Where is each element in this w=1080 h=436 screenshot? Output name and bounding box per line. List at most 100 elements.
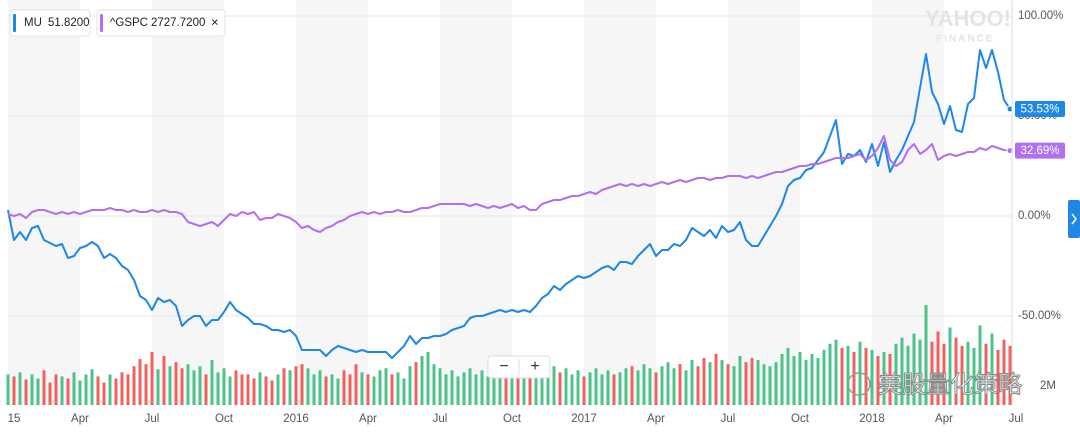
- volume-bar: [150, 351, 154, 405]
- x-tick-label: Apr: [71, 413, 89, 425]
- volume-bar: [798, 351, 802, 405]
- legend-swatch: [100, 14, 103, 32]
- volume-bar: [216, 372, 220, 405]
- volume-bar: [666, 362, 670, 405]
- band: [584, 0, 656, 405]
- volume-bar: [444, 374, 448, 405]
- volume-bar: [342, 370, 346, 405]
- brand-watermark-sub: FINANCE: [936, 34, 994, 45]
- volume-bar: [114, 378, 118, 405]
- volume-bar: [306, 368, 310, 405]
- volume-bar: [834, 339, 838, 405]
- volume-bar: [984, 343, 988, 405]
- volume-bar: [234, 370, 238, 405]
- volume-bar: [570, 374, 574, 405]
- volume-bar: [654, 372, 658, 405]
- volume-bar: [846, 345, 850, 405]
- x-tick-label: 2017: [571, 413, 597, 425]
- volume-bar: [270, 380, 274, 405]
- volume-bar: [288, 370, 292, 405]
- y-tick-label: 100.00%: [1018, 10, 1063, 22]
- volume-bar: [624, 368, 628, 405]
- volume-bar: [696, 366, 700, 405]
- legend-swatch: [13, 14, 16, 32]
- volume-bar: [192, 370, 196, 405]
- volume-bar: [960, 345, 964, 405]
- end-label: 53.53%: [1020, 103, 1059, 115]
- volume-bar: [210, 360, 214, 405]
- volume-bar: [870, 349, 874, 405]
- band: [14, 0, 80, 405]
- volume-bar: [66, 378, 70, 405]
- volume-bar: [144, 364, 148, 405]
- volume-bar: [708, 362, 712, 405]
- volume-bar: [438, 368, 442, 405]
- volume-bars: [6, 305, 1012, 405]
- volume-bar: [204, 374, 208, 405]
- volume-bar: [930, 341, 934, 405]
- volume-bar: [156, 369, 160, 405]
- volume-bar: [396, 372, 400, 405]
- x-tick-label: Apr: [647, 413, 665, 425]
- volume-bar: [474, 374, 478, 405]
- axes: 100.00%50.00%0.00%-50.00%15AprJulOct2016…: [8, 0, 1065, 425]
- volume-bar: [228, 376, 232, 405]
- x-tick-label: 2018: [859, 413, 885, 425]
- volume-bar: [372, 376, 376, 405]
- volume-bar: [198, 366, 202, 405]
- volume-bar: [84, 374, 88, 405]
- volume-bar: [510, 370, 514, 405]
- volume-bar: [648, 368, 652, 405]
- volume-bar: [348, 374, 352, 405]
- volume-bar: [456, 376, 460, 405]
- y-tick-label: 0.00%: [1018, 210, 1051, 222]
- x-tick-label: Oct: [503, 413, 522, 425]
- volume-bar: [672, 368, 676, 405]
- volume-bar: [180, 368, 184, 405]
- legend-name: ^GSPC: [110, 17, 148, 29]
- volume-bar: [18, 372, 22, 405]
- volume-bar: [132, 366, 136, 405]
- volume-bar: [330, 374, 334, 405]
- volume-bar: [222, 368, 226, 405]
- expand-tab[interactable]: [1068, 200, 1080, 238]
- volume-bar: [276, 374, 280, 405]
- volume-bar: [138, 359, 142, 405]
- volume-bar: [552, 366, 556, 405]
- volume-bar: [60, 376, 64, 405]
- volume-bar: [294, 366, 298, 405]
- volume-bar: [426, 351, 430, 405]
- volume-bar: [768, 366, 772, 405]
- zoom-in[interactable]: +: [530, 358, 539, 375]
- volume-bar: [462, 372, 466, 405]
- volume-bar: [366, 374, 370, 405]
- volume-bar: [600, 374, 604, 405]
- account-icon: [847, 372, 871, 396]
- end-label: 32.69%: [1020, 145, 1059, 157]
- volume-bar: [588, 372, 592, 405]
- legend-box: [96, 9, 226, 37]
- volume-bar: [564, 368, 568, 405]
- volume-bar: [978, 325, 982, 405]
- volume-bar: [810, 353, 814, 405]
- volume-bar: [522, 368, 526, 405]
- volume-bar: [420, 356, 424, 405]
- legend-quote: 51.8200: [48, 17, 90, 29]
- volume-bar: [450, 370, 454, 405]
- volume-bar: [162, 356, 166, 405]
- band: [872, 0, 944, 405]
- volume-bar: [48, 382, 52, 405]
- band: [296, 0, 368, 405]
- x-tick-label: Apr: [359, 413, 377, 425]
- volume-bar: [804, 360, 808, 405]
- volume-bar: [690, 360, 694, 405]
- volume-bar: [486, 376, 490, 405]
- volume-bar: [336, 378, 340, 405]
- volume-bar: [618, 372, 622, 405]
- zoom-out[interactable]: −: [499, 358, 508, 375]
- volume-bar: [402, 378, 406, 405]
- volume-bar: [822, 349, 826, 405]
- x-tick-label: Oct: [791, 413, 810, 425]
- legend-close[interactable]: ×: [211, 14, 219, 29]
